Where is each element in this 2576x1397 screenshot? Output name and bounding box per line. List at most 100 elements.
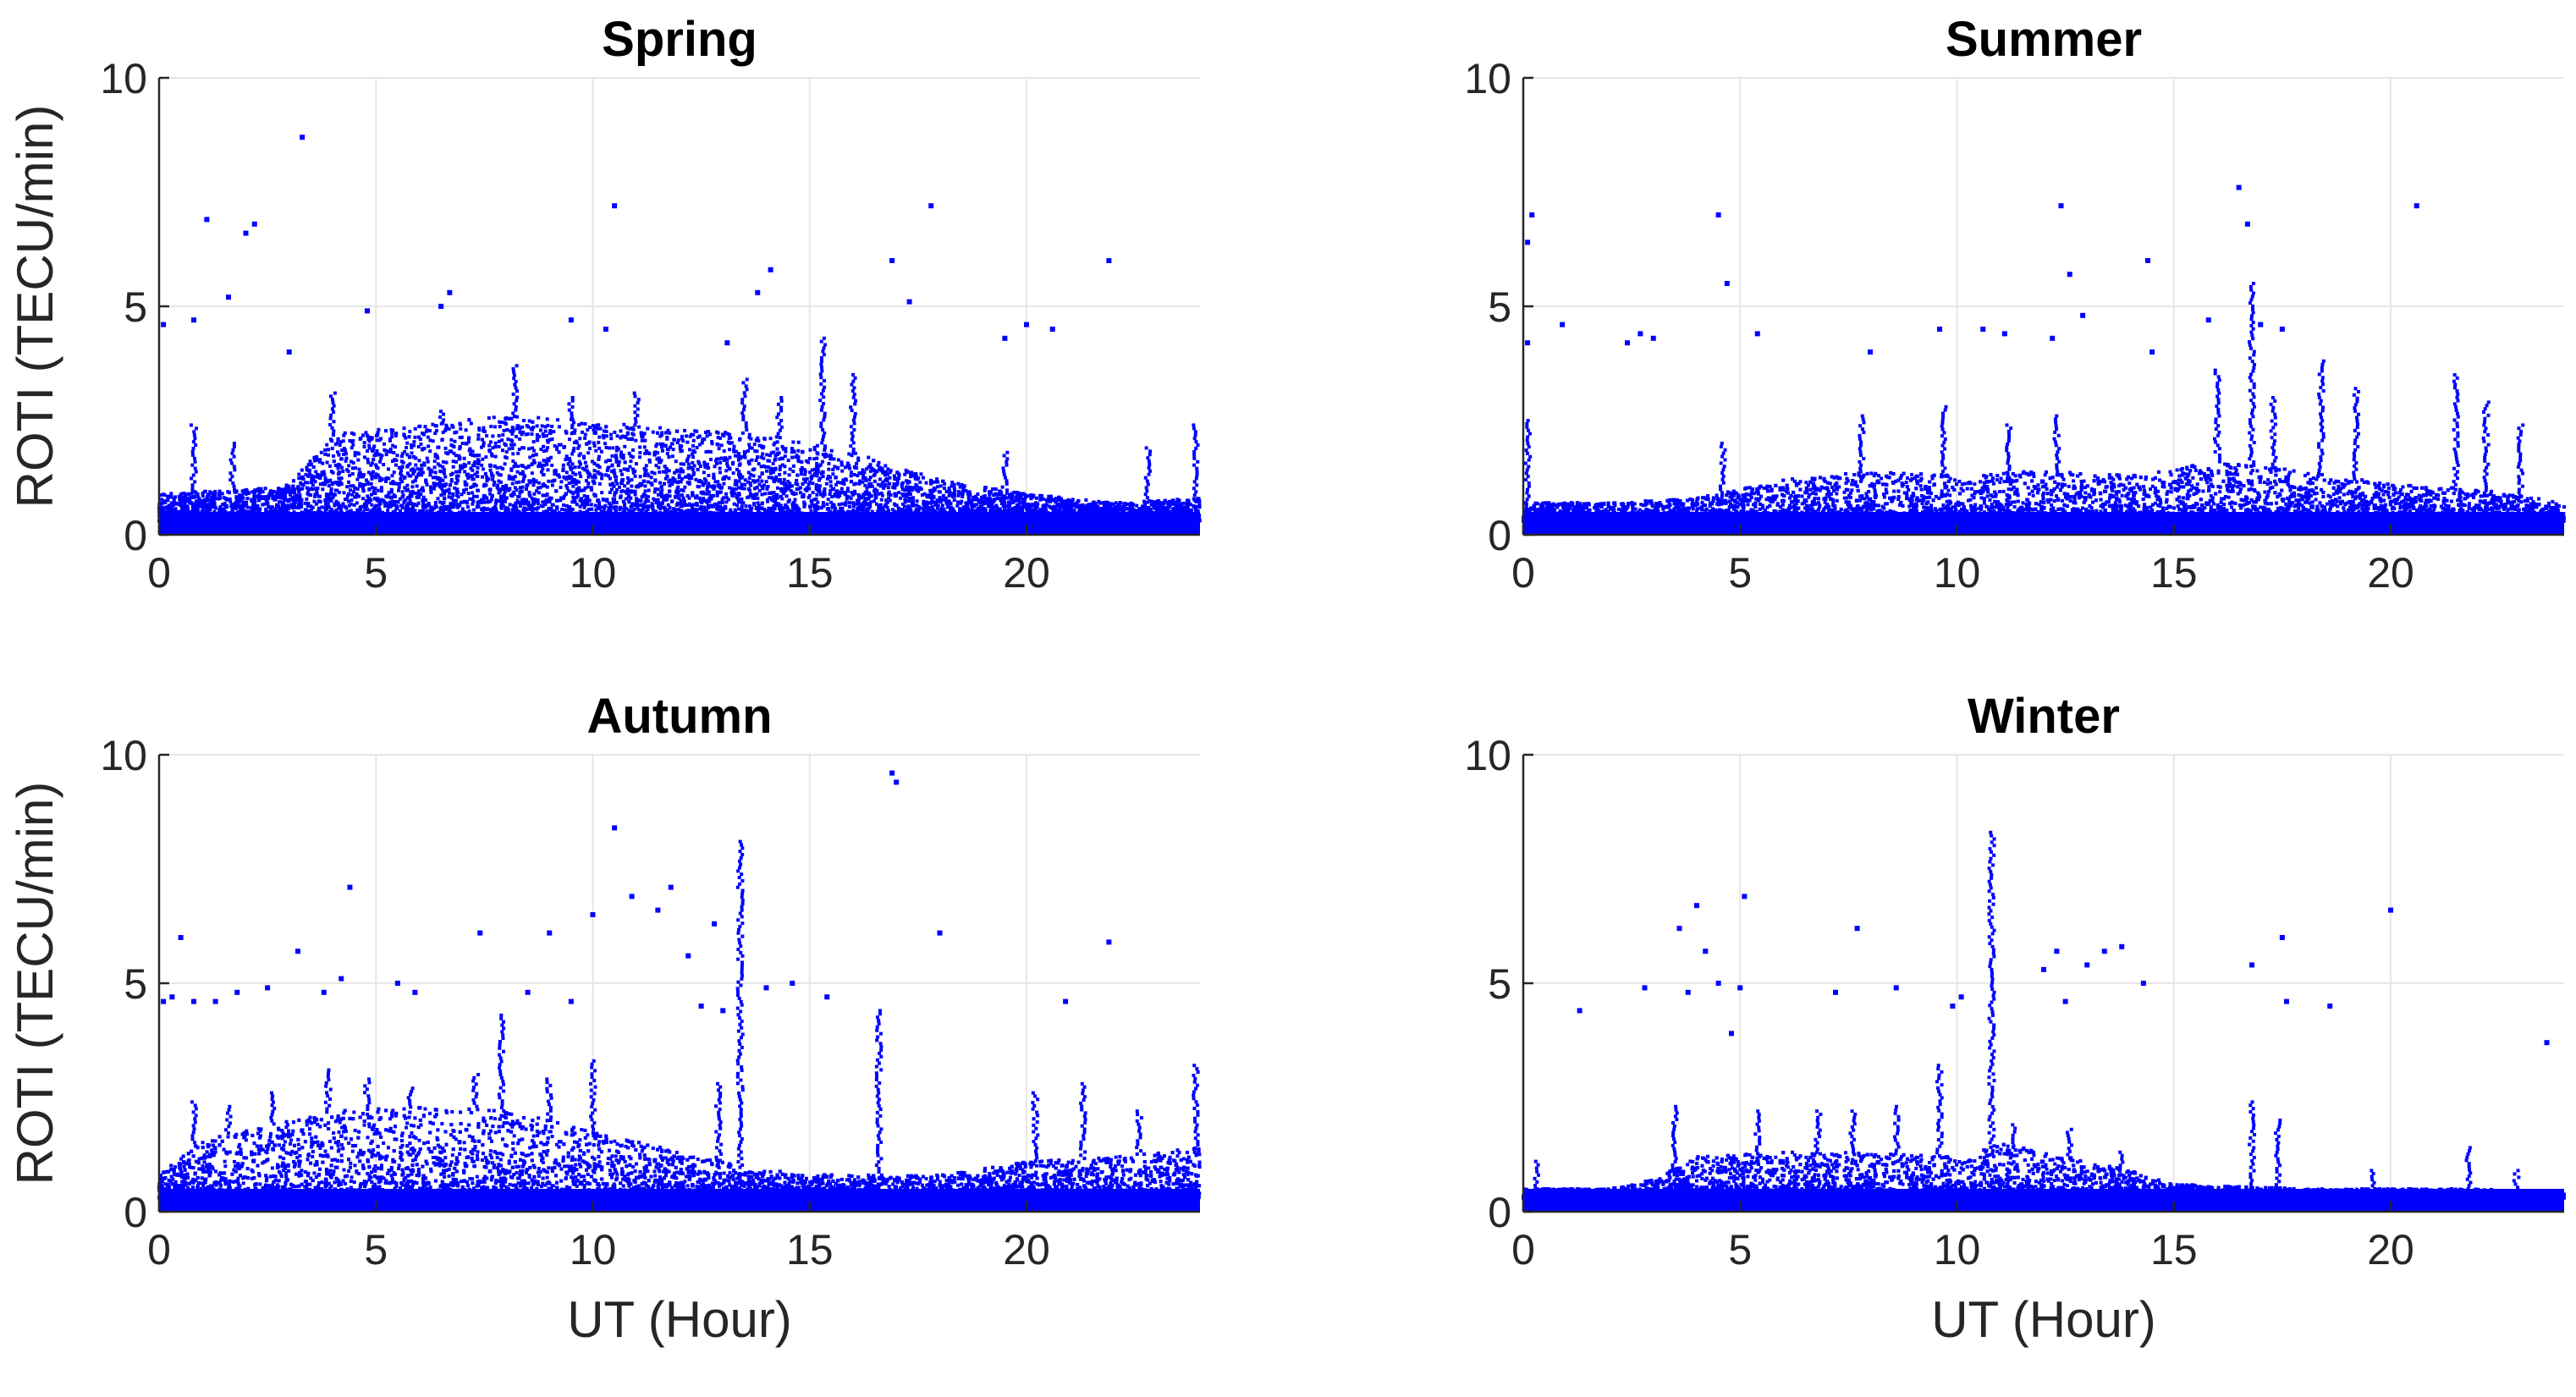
- data-point: [532, 449, 536, 453]
- data-point: [508, 447, 511, 450]
- data-point: [476, 462, 480, 465]
- data-point: [348, 474, 351, 477]
- data-point: [278, 500, 282, 503]
- data-point: [823, 448, 826, 452]
- data-point: [224, 498, 228, 501]
- data-point: [1142, 500, 1146, 503]
- data-point: [217, 497, 220, 500]
- data-point: [433, 459, 437, 463]
- data-point: [363, 483, 366, 487]
- data-point: [778, 473, 781, 476]
- data-point: [422, 447, 426, 450]
- data-point: [378, 460, 382, 464]
- data-point: [797, 441, 801, 444]
- data-point: [756, 497, 759, 500]
- data-point: [414, 427, 417, 431]
- data-point: [768, 492, 771, 495]
- data-point: [490, 452, 493, 455]
- data-point: [996, 497, 999, 500]
- data-point: [619, 450, 623, 454]
- data-point: [558, 425, 561, 428]
- data-point: [826, 503, 829, 506]
- data-point: [724, 469, 728, 472]
- data-point: [581, 431, 584, 434]
- data-point: [559, 486, 563, 489]
- data-point: [892, 482, 895, 486]
- data-point: [436, 446, 439, 449]
- data-point: [626, 476, 630, 480]
- data-point: [812, 491, 815, 494]
- data-point: [644, 489, 647, 492]
- data-point: [734, 454, 737, 458]
- data-point: [579, 510, 582, 514]
- data-point: [477, 426, 481, 430]
- data-point: [957, 494, 960, 498]
- data-point: [1182, 502, 1186, 505]
- data-point: [734, 479, 737, 482]
- data-point: [467, 461, 471, 465]
- data-point: [609, 437, 613, 440]
- data-point: [504, 490, 507, 493]
- data-point: [443, 471, 446, 475]
- data-point: [818, 484, 822, 487]
- data-point: [395, 454, 399, 457]
- data-point: [794, 482, 797, 486]
- data-point: [744, 504, 747, 508]
- data-point: [941, 503, 944, 507]
- data-point: [833, 465, 836, 469]
- data-point: [442, 460, 445, 464]
- data-point: [713, 476, 716, 480]
- data-point: [574, 490, 577, 493]
- data-point: [454, 460, 458, 464]
- data-point: [476, 475, 479, 478]
- data-point: [385, 453, 388, 456]
- data-point: [1190, 509, 1193, 512]
- data-point: [687, 463, 691, 466]
- data-point: [547, 441, 550, 444]
- data-point: [649, 481, 652, 485]
- data-point: [748, 433, 751, 437]
- data-point: [350, 446, 354, 449]
- data-point: [300, 482, 304, 486]
- data-point: [631, 448, 635, 452]
- data-point: [676, 502, 680, 505]
- data-point: [486, 507, 489, 510]
- data-point: [638, 445, 641, 448]
- data-point: [344, 505, 347, 509]
- data-point: [489, 440, 493, 443]
- data-point: [680, 493, 684, 497]
- data-point: [757, 439, 760, 443]
- data-point: [678, 474, 681, 477]
- data-point: [214, 506, 217, 509]
- data-point: [988, 493, 991, 497]
- data-point: [387, 467, 390, 470]
- data-point: [809, 509, 812, 513]
- data-point: [416, 484, 419, 487]
- data-point: [530, 507, 533, 510]
- data-point: [779, 436, 782, 439]
- data-point: [629, 459, 632, 463]
- data-point: [699, 514, 702, 518]
- data-point: [1126, 507, 1129, 510]
- data-point: [267, 505, 271, 509]
- data-point: [560, 508, 564, 511]
- data-point: [391, 474, 394, 477]
- data-point: [393, 470, 396, 474]
- data-point: [615, 446, 619, 449]
- data-point: [953, 498, 956, 502]
- data-point: [685, 441, 689, 444]
- data-point: [441, 502, 444, 505]
- data-point: [939, 484, 943, 487]
- data-point: [936, 481, 939, 484]
- data-point: [844, 503, 847, 507]
- data-point: [853, 473, 856, 476]
- data-point: [300, 487, 304, 490]
- data-point: [435, 505, 438, 509]
- data-point: [909, 475, 912, 478]
- data-point: [345, 468, 349, 471]
- data-point: [443, 429, 447, 432]
- data-point: [467, 492, 471, 495]
- data-point: [740, 505, 744, 509]
- data-point: [427, 444, 430, 448]
- data-point: [808, 448, 812, 452]
